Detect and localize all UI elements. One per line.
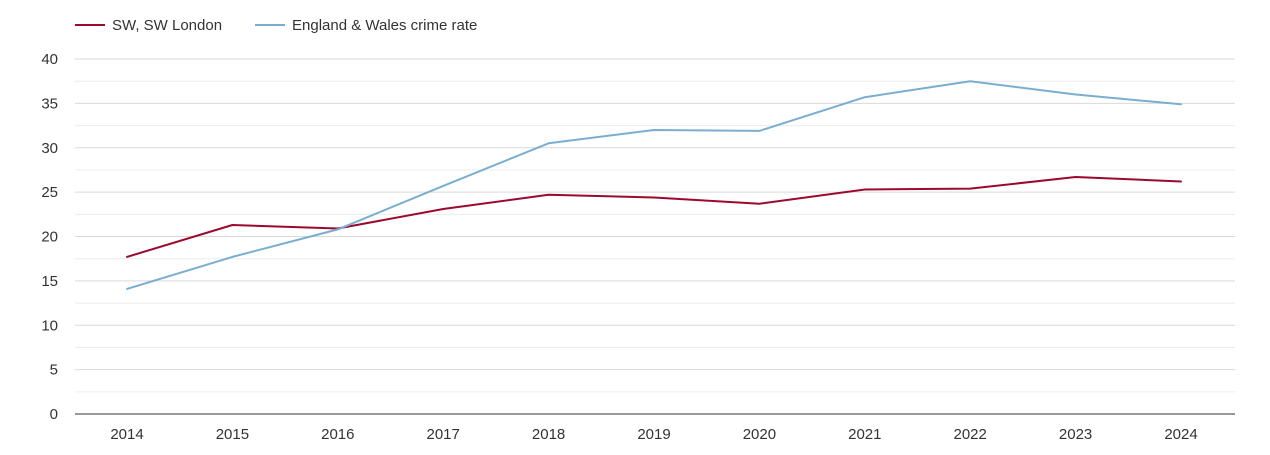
series-line-2 xyxy=(126,80,1182,290)
legend-label: England & Wales crime rate xyxy=(292,17,477,34)
y-tick-label: 25 xyxy=(41,184,58,201)
series-line-1 xyxy=(126,176,1182,258)
x-axis: 2014 2015 2016 2017 2018 2019 2020 2021 2022 2023… xyxy=(110,426,1197,443)
legend-item-1[interactable]: SW, SW London xyxy=(75,17,222,34)
legend: SW, SW London England & Wales crime rate xyxy=(75,17,477,34)
x-tick-label: 2018 xyxy=(532,426,565,443)
x-tick-label: 2024 xyxy=(1164,426,1197,443)
legend-label: SW, SW London xyxy=(112,17,222,34)
y-tick-label: 5 xyxy=(50,362,58,379)
x-tick-label: 2022 xyxy=(954,426,987,443)
y-tick-label: 0 xyxy=(50,406,58,423)
y-tick-label: 15 xyxy=(41,273,58,290)
y-tick-label: 40 xyxy=(41,51,58,68)
y-tick-label: 30 xyxy=(41,140,58,157)
x-tick-label: 2017 xyxy=(427,426,460,443)
x-tick-label: 2015 xyxy=(216,426,249,443)
y-tick-label: 35 xyxy=(41,95,58,112)
x-tick-label: 2020 xyxy=(743,426,776,443)
y-tick-label: 10 xyxy=(41,317,58,334)
x-tick-label: 2014 xyxy=(110,426,143,443)
grid xyxy=(75,58,1235,415)
series-group xyxy=(126,80,1182,290)
x-tick-label: 2021 xyxy=(848,426,881,443)
x-tick-label: 2023 xyxy=(1059,426,1092,443)
legend-item-2[interactable]: England & Wales crime rate xyxy=(255,17,477,34)
y-axis: 0 5 10 15 20 25 30 35 40 xyxy=(41,51,58,423)
y-tick-label: 20 xyxy=(41,229,58,246)
x-tick-label: 2016 xyxy=(321,426,354,443)
x-tick-label: 2019 xyxy=(637,426,670,443)
